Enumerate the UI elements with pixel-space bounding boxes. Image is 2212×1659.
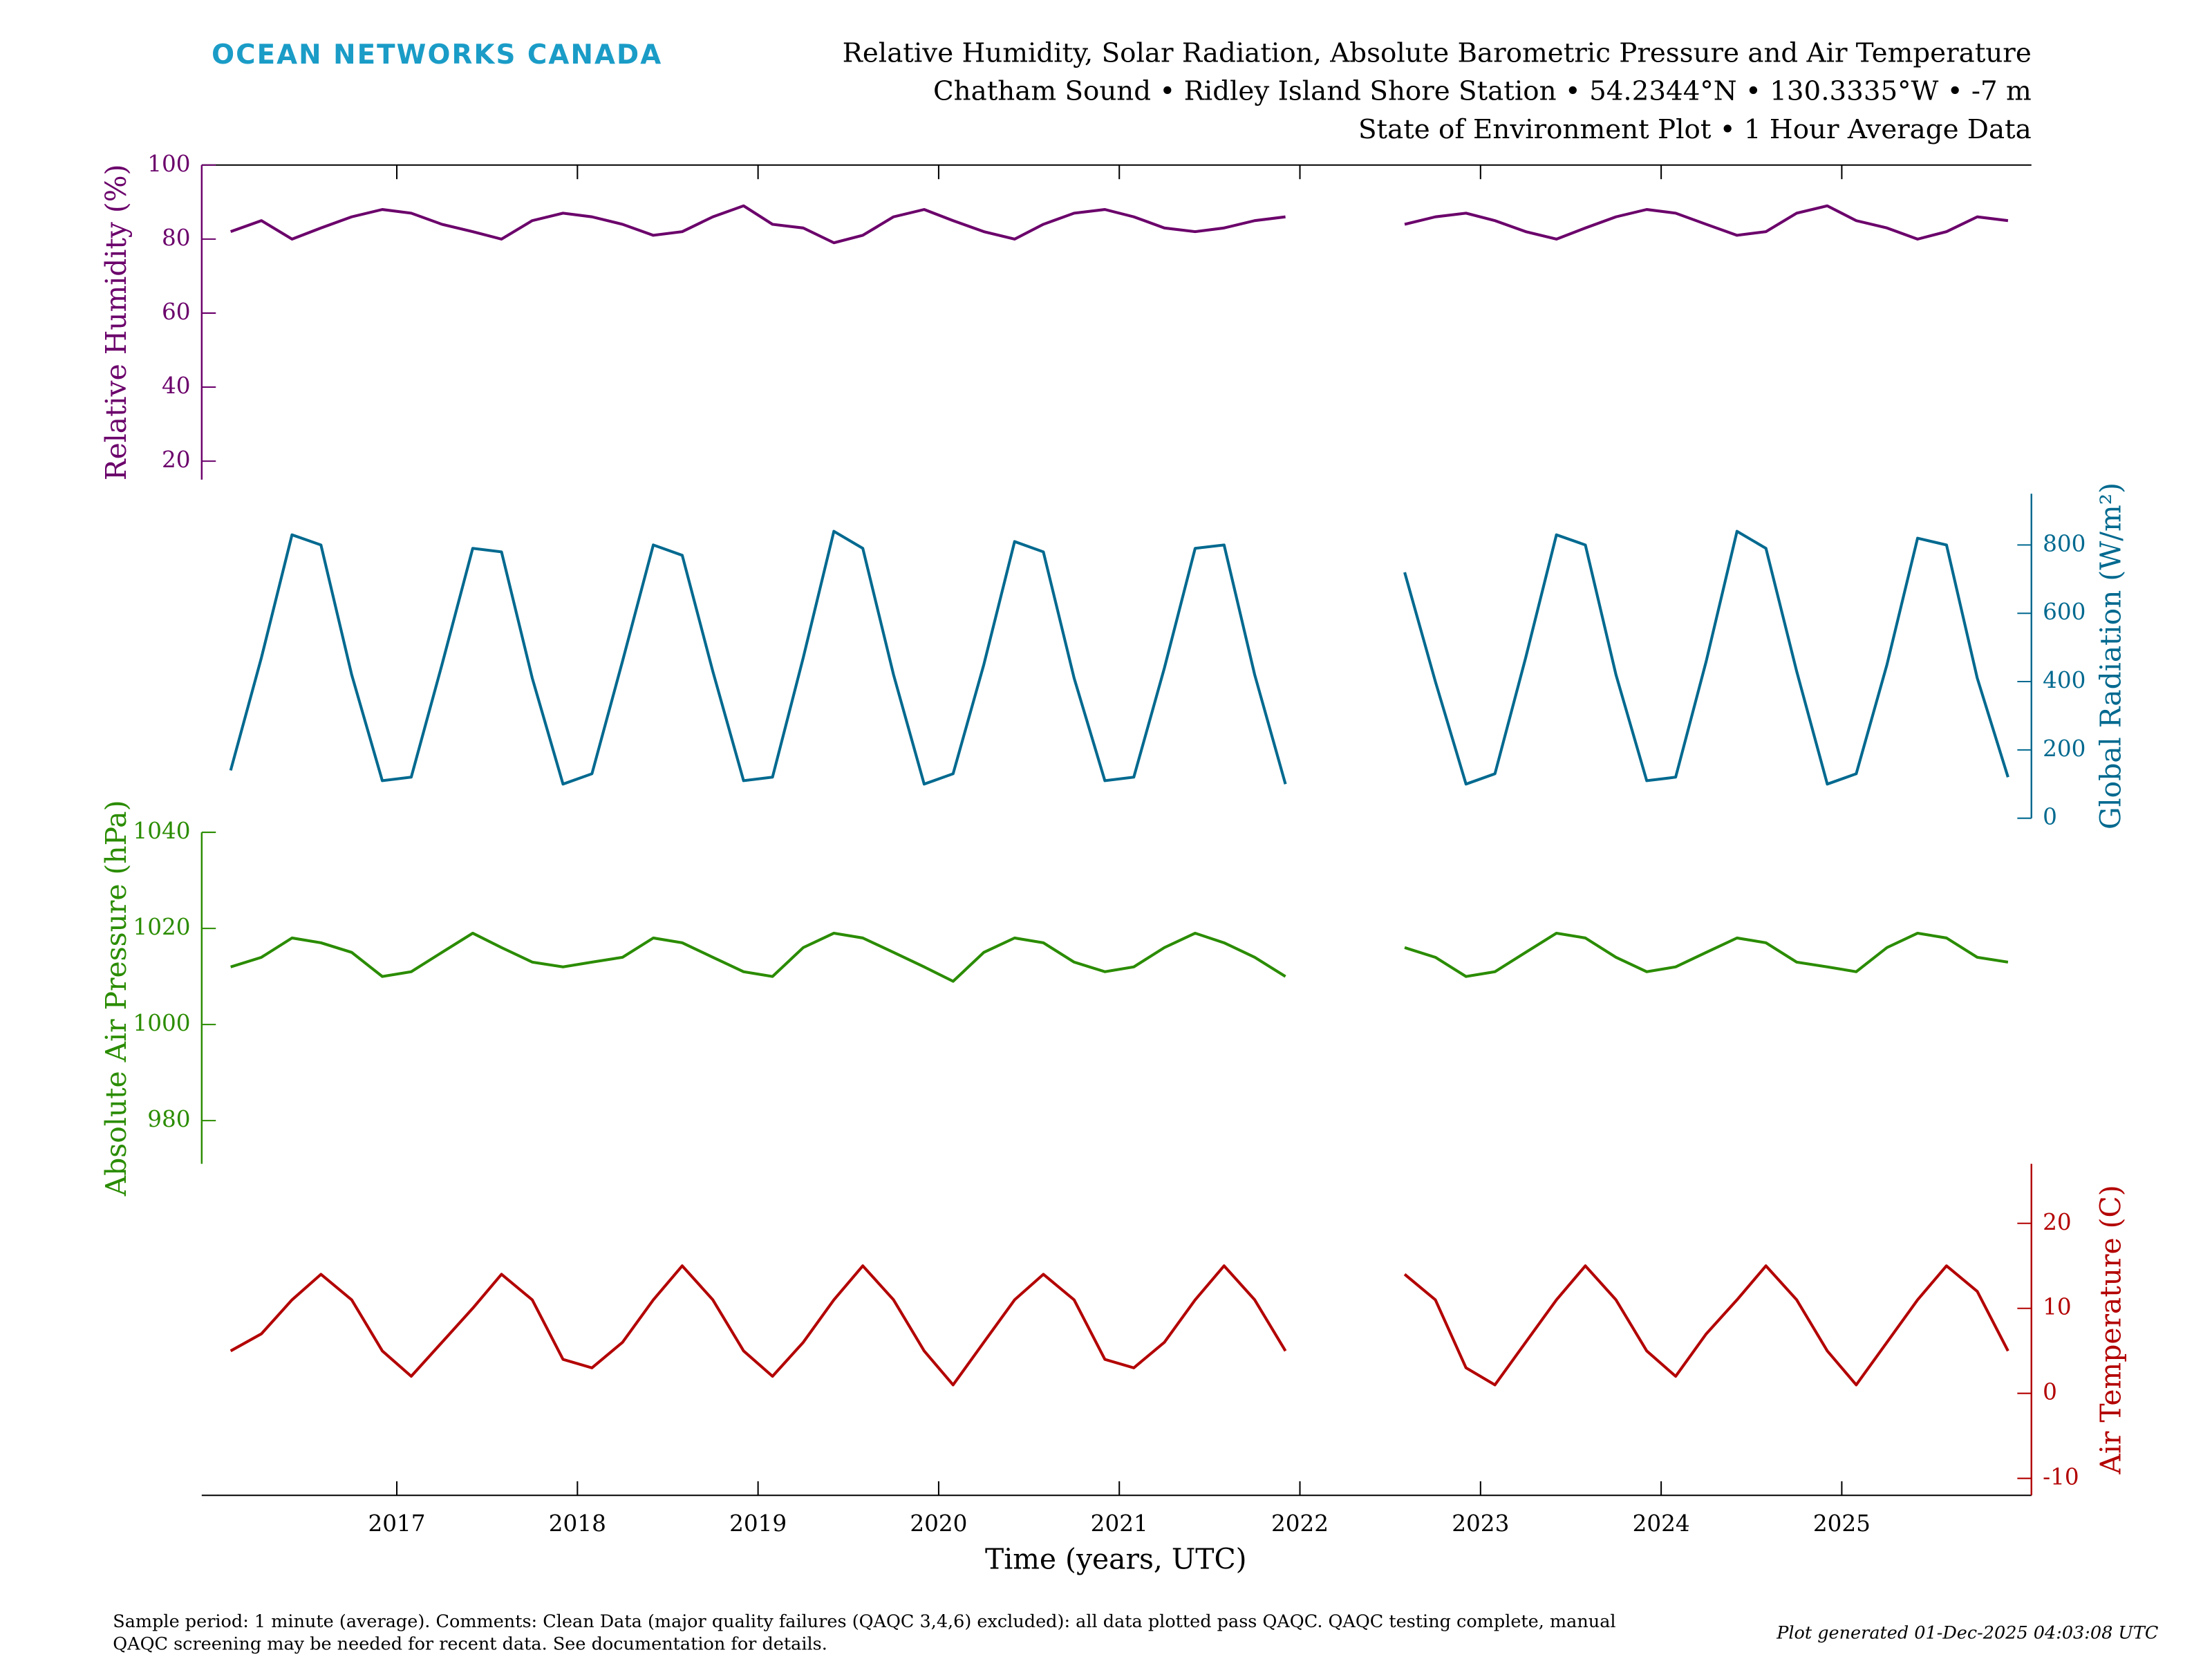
y-tick-label: 0 xyxy=(2043,1379,2057,1405)
title-line: Chatham Sound • Ridley Island Shore Stat… xyxy=(933,76,2032,107)
y-tick-label: 80 xyxy=(162,225,191,251)
generated-stamp: Plot generated 01-Dec-2025 04:03:08 UTC xyxy=(1776,1622,2159,1643)
y-tick-label: 10 xyxy=(2043,1294,2072,1320)
y-tick-label: 1000 xyxy=(133,1010,190,1036)
y-tick-label: 100 xyxy=(147,151,190,177)
y-tick-label: 980 xyxy=(147,1106,190,1132)
data-line xyxy=(229,529,2009,786)
x-tick-label: 2019 xyxy=(729,1510,787,1537)
title-line: Relative Humidity, Solar Radiation, Abso… xyxy=(843,38,2032,69)
y-tick-label: 20 xyxy=(162,447,191,473)
x-tick-label: 2023 xyxy=(1452,1510,1509,1537)
data-line xyxy=(229,204,2009,245)
y-axis-label: Global Radiation (W/m²) xyxy=(2094,482,2128,830)
x-tick-label: 2020 xyxy=(910,1510,967,1537)
data-line xyxy=(230,931,2009,983)
y-tick-label: 600 xyxy=(2043,599,2086,625)
y-tick-label: 1040 xyxy=(133,818,190,844)
y-tick-label: 40 xyxy=(162,373,191,399)
y-tick-label: 800 xyxy=(2043,530,2086,556)
x-tick-label: 2024 xyxy=(1633,1510,1690,1537)
x-tick-label: 2017 xyxy=(368,1510,425,1537)
x-tick-label: 2018 xyxy=(549,1510,606,1537)
title-line: State of Environment Plot • 1 Hour Avera… xyxy=(1358,114,2032,145)
y-axis-label: Relative Humidity (%) xyxy=(100,165,133,481)
y-tick-label: 60 xyxy=(162,299,191,325)
y-tick-label: 0 xyxy=(2043,804,2057,830)
footer-note: QAQC screening may be needed for recent … xyxy=(113,1634,827,1655)
x-axis-label: Time (years, UTC) xyxy=(985,1543,1247,1576)
logo: OCEAN NETWORKS CANADA xyxy=(212,39,662,71)
y-tick-label: 400 xyxy=(2043,667,2086,693)
data-line xyxy=(229,1264,2009,1387)
x-tick-label: 2025 xyxy=(1813,1510,1871,1537)
y-axis-label: Absolute Air Pressure (hPa) xyxy=(100,800,133,1197)
x-tick-label: 2022 xyxy=(1271,1510,1329,1537)
footer-note: Sample period: 1 minute (average). Comme… xyxy=(113,1611,1615,1632)
y-axis-label: Air Temperature (C) xyxy=(2094,1185,2128,1474)
y-tick-label: 20 xyxy=(2043,1209,2072,1235)
y-tick-label: 1020 xyxy=(133,914,190,940)
y-tick-label: 200 xyxy=(2043,735,2086,762)
x-tick-label: 2021 xyxy=(1091,1510,1148,1537)
y-tick-label: -10 xyxy=(2043,1464,2079,1490)
